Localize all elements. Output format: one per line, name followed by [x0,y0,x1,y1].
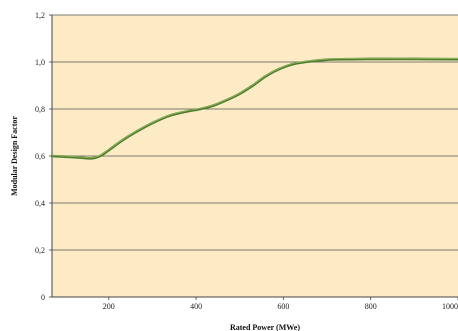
y-tick-label-6: 1,2 [35,11,45,20]
x-tick-label-1: 400 [190,302,202,311]
series-line-0 [50,57,458,160]
y-tick-label-3: 0,6 [35,152,45,161]
series-line-highlight-0 [51,57,458,159]
series-group [50,57,458,160]
y-axis-ticks: 0 0,2 0,4 0,6 0,8 1,0 1,2 [35,11,52,302]
y-tick-label-2: 0,4 [35,199,45,208]
y-tick-label-0: 0 [41,293,45,302]
x-axis-ticks: 200 400 600 800 1000 [103,297,458,311]
gridlines [52,14,458,251]
y-axis-label: Modular Design Factor [10,116,19,196]
x-tick-label-3: 800 [365,302,377,311]
x-axis-label: Rated Power (MWe) [230,323,300,331]
y-tick-label-5: 1,0 [35,58,45,67]
y-tick-label-4: 0,8 [35,105,45,114]
x-tick-label-4: 1000 [442,302,458,311]
x-tick-label-2: 600 [277,302,289,311]
x-tick-label-0: 200 [103,302,115,311]
y-tick-label-1: 0,2 [35,246,45,255]
